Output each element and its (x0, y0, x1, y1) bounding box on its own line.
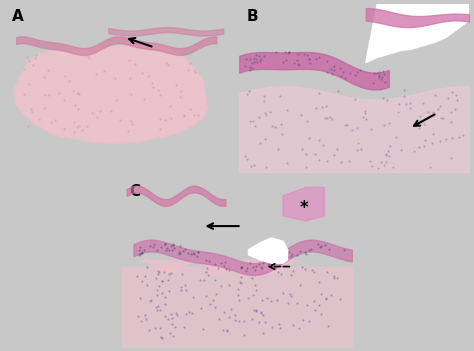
Text: B: B (246, 8, 258, 24)
Polygon shape (14, 44, 207, 144)
Text: *: * (300, 199, 308, 217)
Polygon shape (14, 44, 207, 144)
Text: C: C (129, 184, 140, 199)
Polygon shape (283, 187, 324, 221)
Text: A: A (12, 8, 23, 24)
Polygon shape (248, 238, 288, 263)
Polygon shape (366, 4, 469, 62)
